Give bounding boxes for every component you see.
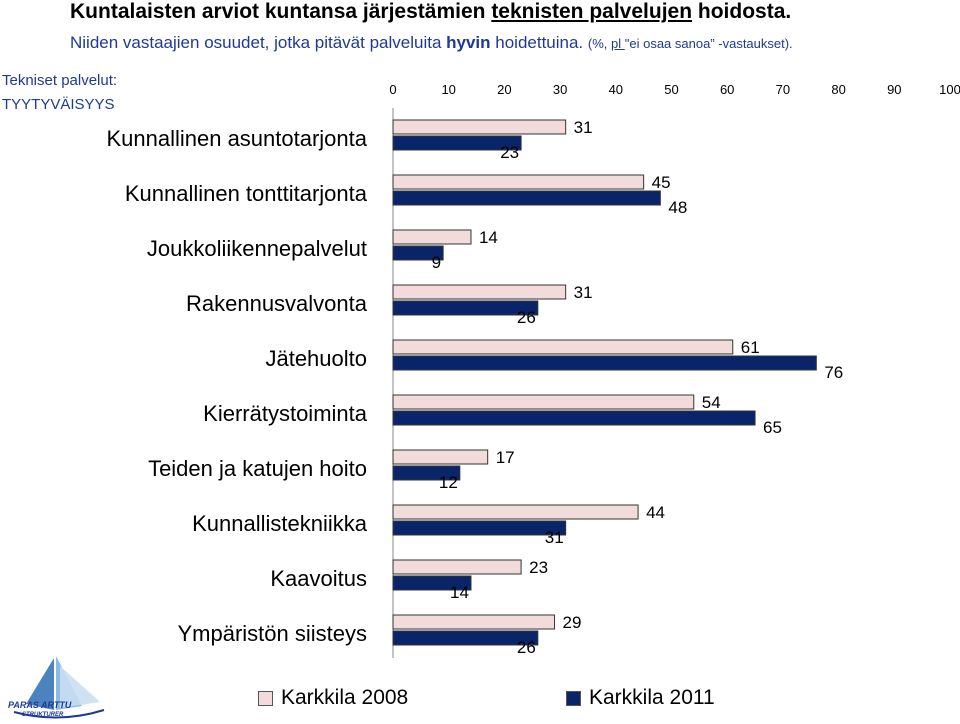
bar-2008: [392, 174, 645, 190]
subtitle-bold-text: hyvin: [446, 33, 491, 52]
chart-subtitle: Niiden vastaajien osuudet, jotka pitävät…: [70, 33, 793, 53]
x-tick-label: 10: [441, 82, 455, 97]
chart-title: Kuntalaisten arviot kuntansa järjestämie…: [70, 0, 791, 24]
logo-text: PARAS ARTTU: [8, 700, 72, 710]
legend-item-2011: Karkkila 2011: [566, 684, 715, 712]
title-suffix-text: hoidosta.: [692, 0, 792, 23]
paras-arttu-logo: [13, 656, 105, 719]
x-tick-label: 100: [939, 82, 960, 97]
bar-2011: [392, 190, 661, 206]
x-tick-label: 40: [609, 82, 623, 97]
bar-2011: [392, 575, 472, 591]
bar-2011: [392, 245, 444, 261]
category-label: Jätehuolto: [265, 346, 367, 371]
data-label: 23: [500, 143, 519, 162]
category-title-line1: Tekniset palvelut:: [2, 72, 118, 89]
x-tick-label: 60: [720, 82, 734, 97]
bar-2008: [392, 394, 695, 410]
x-tick-label: 0: [389, 82, 396, 97]
data-label: 48: [668, 198, 687, 217]
category-title: Tekniset palvelut: TYYTYVÄISYYS: [2, 69, 117, 117]
data-label: 54: [702, 393, 721, 412]
data-label: 31: [574, 118, 593, 137]
bar-2011: [392, 520, 567, 536]
x-tick-label: 70: [776, 82, 790, 97]
bar-2008: [392, 229, 472, 245]
title-underlined-text: teknisten palvelujen: [491, 0, 693, 23]
data-label: 12: [439, 473, 458, 492]
title-text: Kuntalaisten arviot kuntansa järjestämie…: [70, 0, 492, 23]
data-label: 14: [479, 228, 498, 247]
x-tick-label: 80: [831, 82, 845, 97]
subtitle-note: (%, pl "ei osaa sanoa” -vastaukset).: [588, 36, 793, 51]
category-label: Kaavoitus: [270, 566, 367, 591]
data-label: 44: [646, 503, 665, 522]
data-label: 76: [824, 363, 843, 382]
bar-2008: [392, 449, 489, 465]
data-label: 61: [741, 338, 760, 357]
bar-2011: [392, 410, 756, 426]
data-label: 9: [432, 253, 441, 272]
bar-2008: [392, 339, 734, 355]
data-label: 17: [496, 448, 515, 467]
data-label: 45: [652, 173, 671, 192]
category-label: Ympäristön siisteys: [177, 621, 367, 646]
legend-label-2011: Karkkila 2011: [589, 686, 715, 709]
bar-2011: [392, 300, 539, 316]
x-tick-label: 20: [497, 82, 511, 97]
category-label: Kunnallinen asuntotarjonta: [106, 126, 367, 151]
bar-chart: 0 10 20 30 40 50 60 70 80 90 100 Kunnallinen asunto…: [106, 82, 960, 658]
category-label: Teiden ja katujen hoito: [148, 456, 367, 481]
data-label: 14: [450, 583, 469, 602]
subtitle-suffix-text: hoidettuina.: [490, 33, 588, 52]
bar-2008: [392, 559, 522, 575]
subtitle-text: Niiden vastaajien osuudet, jotka pitävät…: [70, 33, 447, 52]
bar-2008: [392, 119, 567, 135]
bar-2008: [392, 504, 639, 520]
logo-subtext: STRUKTURER: [22, 712, 64, 718]
data-label: 31: [574, 283, 593, 302]
category-title-line2: TYYTYVÄISYYS: [2, 96, 115, 113]
data-label: 31: [545, 528, 564, 547]
x-tick-label: 50: [664, 82, 678, 97]
category-label: Rakennusvalvonta: [186, 291, 368, 316]
legend-swatch-2008: [258, 690, 273, 706]
bar-2011: [392, 355, 817, 371]
bar-2011: [392, 135, 522, 151]
data-label: 26: [517, 638, 536, 657]
subtitle-note-suffix: "ei osaa sanoa” -vastaukset).: [624, 36, 793, 51]
data-label: 26: [517, 308, 536, 327]
data-label: 29: [563, 613, 582, 632]
data-label: 65: [763, 418, 782, 437]
category-label: Kierrätystoiminta: [203, 401, 368, 426]
legend-label-2008: Karkkila 2008: [281, 686, 409, 709]
data-label: 23: [529, 558, 548, 577]
category-label: Kunnallinen tonttitarjonta: [125, 181, 368, 206]
subtitle-note-prefix: (%,: [587, 36, 612, 51]
x-tick-label: 30: [553, 82, 567, 97]
bar-2008: [392, 614, 556, 630]
bar-2011: [392, 630, 539, 646]
category-label: Joukkoliikennepalvelut: [147, 236, 367, 261]
bar-2011: [392, 465, 461, 481]
category-label: Kunnallistekniikka: [192, 511, 368, 536]
x-tick-label: 90: [887, 82, 901, 97]
bar-2008: [392, 284, 567, 300]
subtitle-note-underlined: pl: [611, 36, 625, 51]
legend-swatch-2011: [566, 690, 581, 706]
legend-item-2008: Karkkila 2008: [258, 684, 408, 712]
